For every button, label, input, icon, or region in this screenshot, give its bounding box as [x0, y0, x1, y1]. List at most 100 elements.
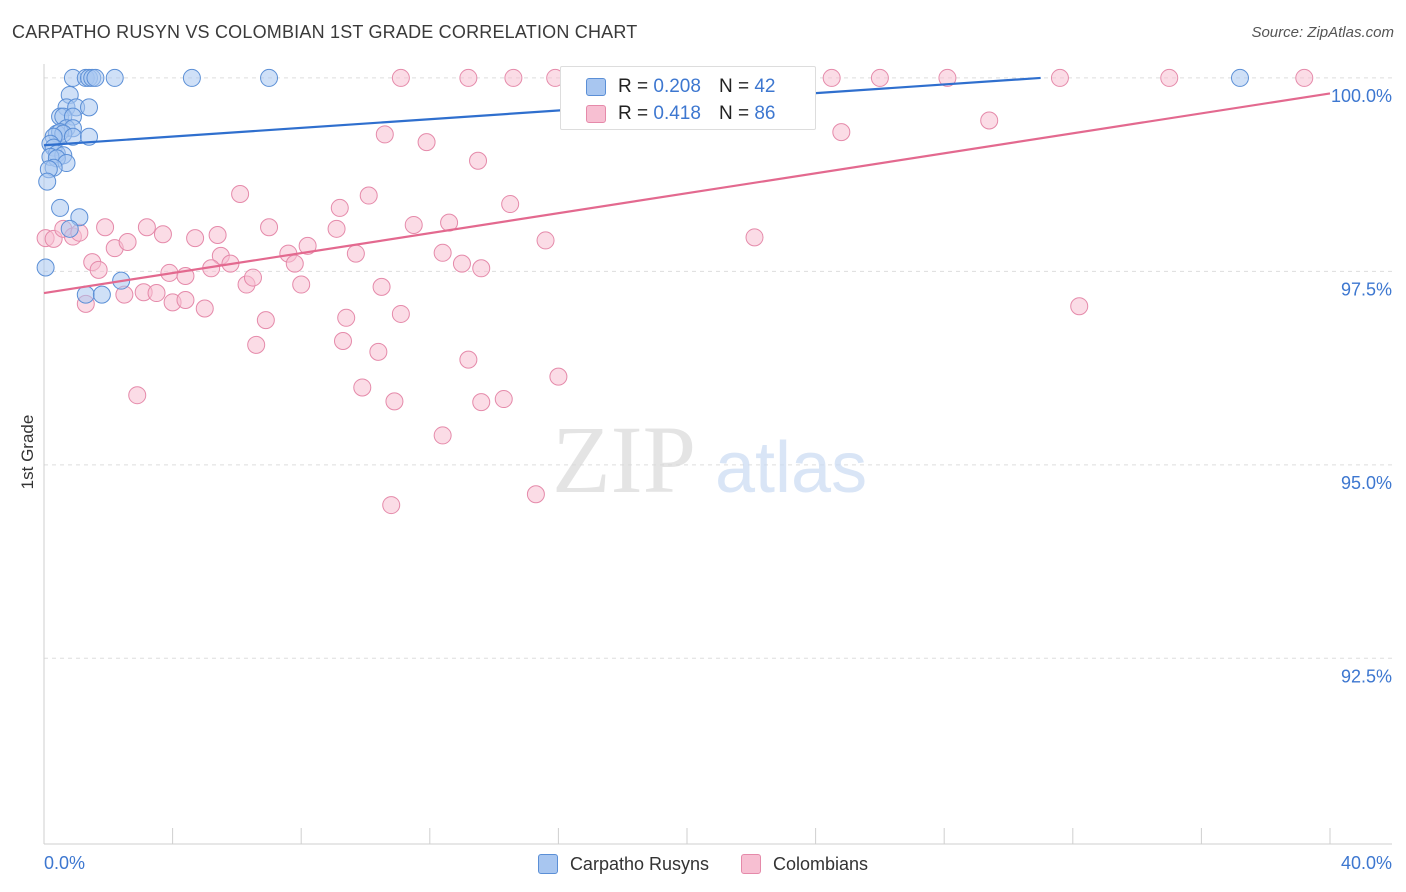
- carpatho-point: [76, 285, 95, 304]
- colombian-point: [186, 229, 205, 248]
- colombian-point: [472, 393, 491, 412]
- colombian-point: [822, 68, 841, 87]
- carpatho-point: [105, 68, 124, 87]
- carpatho-trend-line: [43, 76, 1041, 147]
- legend-r-label: R =: [618, 76, 649, 97]
- legend-n-value: 86: [754, 103, 776, 124]
- y-tick-label: 95.0%: [1341, 473, 1392, 493]
- colombian-point: [330, 198, 349, 217]
- grid-lines: [44, 77, 1392, 659]
- legend-n-label: N =: [718, 76, 750, 97]
- colombian-point: [195, 299, 214, 318]
- colombian-trend-line: [43, 92, 1331, 295]
- colombian-point: [128, 386, 147, 405]
- legend-row-carpatho: R = 0.208 N = 42: [586, 75, 775, 99]
- colombian-point: [832, 123, 851, 142]
- colombian-point: [1160, 68, 1179, 87]
- colombian-point: [433, 243, 452, 262]
- colombian-point: [243, 268, 262, 287]
- colombian-point: [501, 195, 520, 214]
- carpatho-point: [86, 68, 105, 87]
- colombian-point: [337, 308, 356, 327]
- colombian-point: [372, 277, 391, 296]
- series-legend: Carpatho Rusyns Colombians: [0, 852, 1406, 876]
- colombian-point: [298, 236, 317, 255]
- colombian-point: [96, 218, 115, 237]
- watermark-zip: ZIP: [552, 406, 696, 513]
- carpatho-point: [51, 198, 70, 217]
- colombian-point: [333, 332, 352, 351]
- colombian-point: [256, 311, 275, 330]
- carpatho-point: [36, 258, 55, 277]
- legend-r-value: 0.208: [653, 76, 701, 97]
- carpatho-point: [1230, 68, 1249, 87]
- colombian-point: [292, 275, 311, 294]
- colombian-point: [327, 219, 346, 238]
- legend-r-value: 0.418: [653, 103, 701, 124]
- tick-labels: 100.0% 97.5% 95.0% 92.5% 0.0% 40.0%: [44, 86, 1392, 873]
- colombian-point: [208, 226, 227, 245]
- y-axis-title: 1st Grade: [18, 414, 37, 490]
- legend-swatch-pink: [741, 854, 762, 874]
- colombian-point: [452, 254, 471, 273]
- colombian-point: [247, 335, 266, 354]
- axes: [43, 64, 1392, 845]
- legend-row-colombians: R = 0.418 N = 86: [586, 102, 775, 126]
- colombian-point: [417, 133, 436, 152]
- carpatho-rusyns-points: [36, 68, 1249, 304]
- colombian-point: [1295, 68, 1314, 87]
- colombian-point: [938, 68, 957, 87]
- colombian-point: [433, 426, 452, 445]
- colombian-point: [153, 225, 172, 244]
- chart-title: CARPATHO RUSYN VS COLOMBIAN 1ST GRADE CO…: [12, 22, 638, 42]
- colombian-point: [459, 68, 478, 87]
- carpatho-point: [70, 208, 89, 227]
- correlation-legend: R = 0.208 N = 42 R = 0.418 N = 86: [560, 66, 816, 130]
- carpatho-point: [80, 98, 99, 117]
- legend-label: Colombians: [773, 853, 869, 874]
- watermark: ZIP atlas: [552, 406, 867, 513]
- colombian-point: [745, 228, 764, 247]
- colombian-point: [494, 390, 513, 409]
- colombian-point: [391, 304, 410, 323]
- colombians-points: [36, 68, 1314, 515]
- colombian-point: [526, 485, 545, 504]
- colombian-point: [469, 151, 488, 170]
- legend-swatch-blue: [537, 854, 558, 874]
- colombian-point: [176, 291, 195, 310]
- legend-item-colombians[interactable]: Colombians: [741, 854, 868, 875]
- carpatho-point: [92, 285, 111, 304]
- legend-label: Carpatho Rusyns: [569, 853, 710, 874]
- y-tick-label: 97.5%: [1341, 279, 1392, 299]
- legend-swatch-blue: [586, 78, 606, 96]
- legend-r-label: R =: [618, 103, 649, 124]
- source-label: Source: ZipAtlas.com: [1251, 24, 1394, 41]
- colombian-point: [870, 68, 889, 87]
- colombian-point: [391, 68, 410, 87]
- legend-n-label: N =: [718, 103, 750, 124]
- colombian-point: [504, 68, 523, 87]
- colombian-point: [472, 259, 491, 278]
- colombian-point: [382, 496, 401, 515]
- colombian-point: [231, 185, 250, 203]
- watermark-atlas: atlas: [715, 428, 867, 508]
- x-tick-label: 40.0%: [1341, 853, 1392, 873]
- colombian-point: [459, 350, 478, 369]
- colombian-point: [346, 244, 365, 263]
- colombian-point: [137, 218, 156, 237]
- carpatho-point: [182, 68, 201, 87]
- carpatho-point: [60, 219, 79, 238]
- legend-item-carpatho-rusyns[interactable]: Carpatho Rusyns: [537, 853, 710, 875]
- colombian-point: [536, 231, 555, 250]
- colombian-point: [353, 378, 372, 397]
- colombian-point: [980, 111, 999, 130]
- colombian-point: [147, 284, 166, 303]
- legend-swatch-pink: [586, 105, 606, 123]
- carpatho-point: [38, 172, 57, 191]
- colombian-point: [404, 215, 423, 234]
- x-tick-label: 0.0%: [44, 853, 85, 873]
- colombian-point: [1070, 297, 1089, 316]
- carpatho-point: [260, 68, 279, 87]
- colombian-point: [260, 218, 279, 237]
